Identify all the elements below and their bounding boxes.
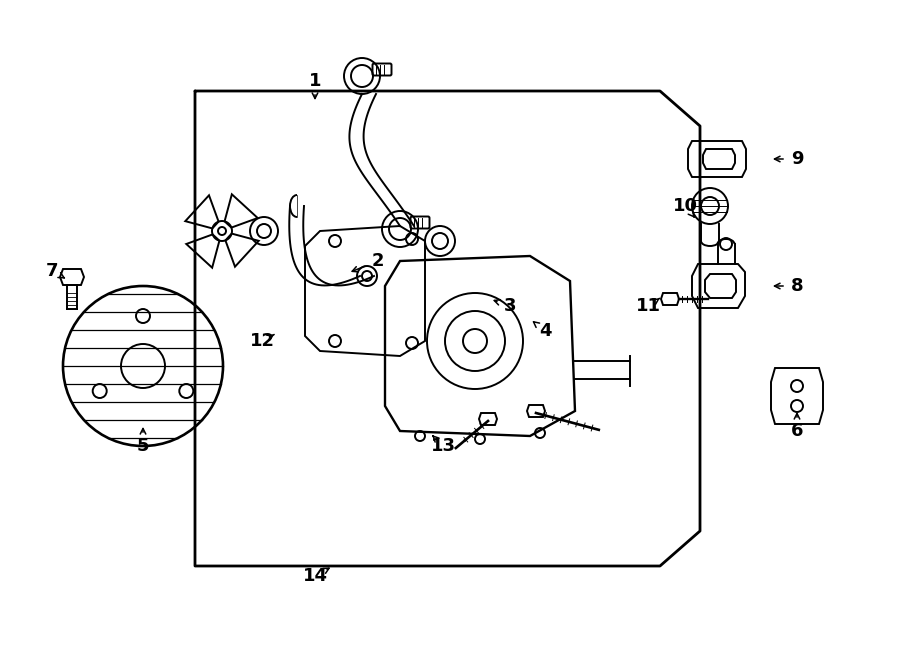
Text: 12: 12 bbox=[249, 332, 274, 350]
Text: 8: 8 bbox=[791, 277, 804, 295]
Text: 6: 6 bbox=[791, 422, 803, 440]
Text: 3: 3 bbox=[504, 297, 517, 315]
Text: 13: 13 bbox=[430, 437, 455, 455]
Text: 1: 1 bbox=[309, 72, 321, 90]
Text: 7: 7 bbox=[46, 262, 58, 280]
Text: 11: 11 bbox=[635, 297, 661, 315]
Text: 5: 5 bbox=[137, 437, 149, 455]
Text: 10: 10 bbox=[672, 197, 698, 215]
Text: 9: 9 bbox=[791, 150, 803, 168]
Text: 2: 2 bbox=[372, 252, 384, 270]
Text: 14: 14 bbox=[302, 567, 328, 585]
Text: 4: 4 bbox=[539, 322, 551, 340]
